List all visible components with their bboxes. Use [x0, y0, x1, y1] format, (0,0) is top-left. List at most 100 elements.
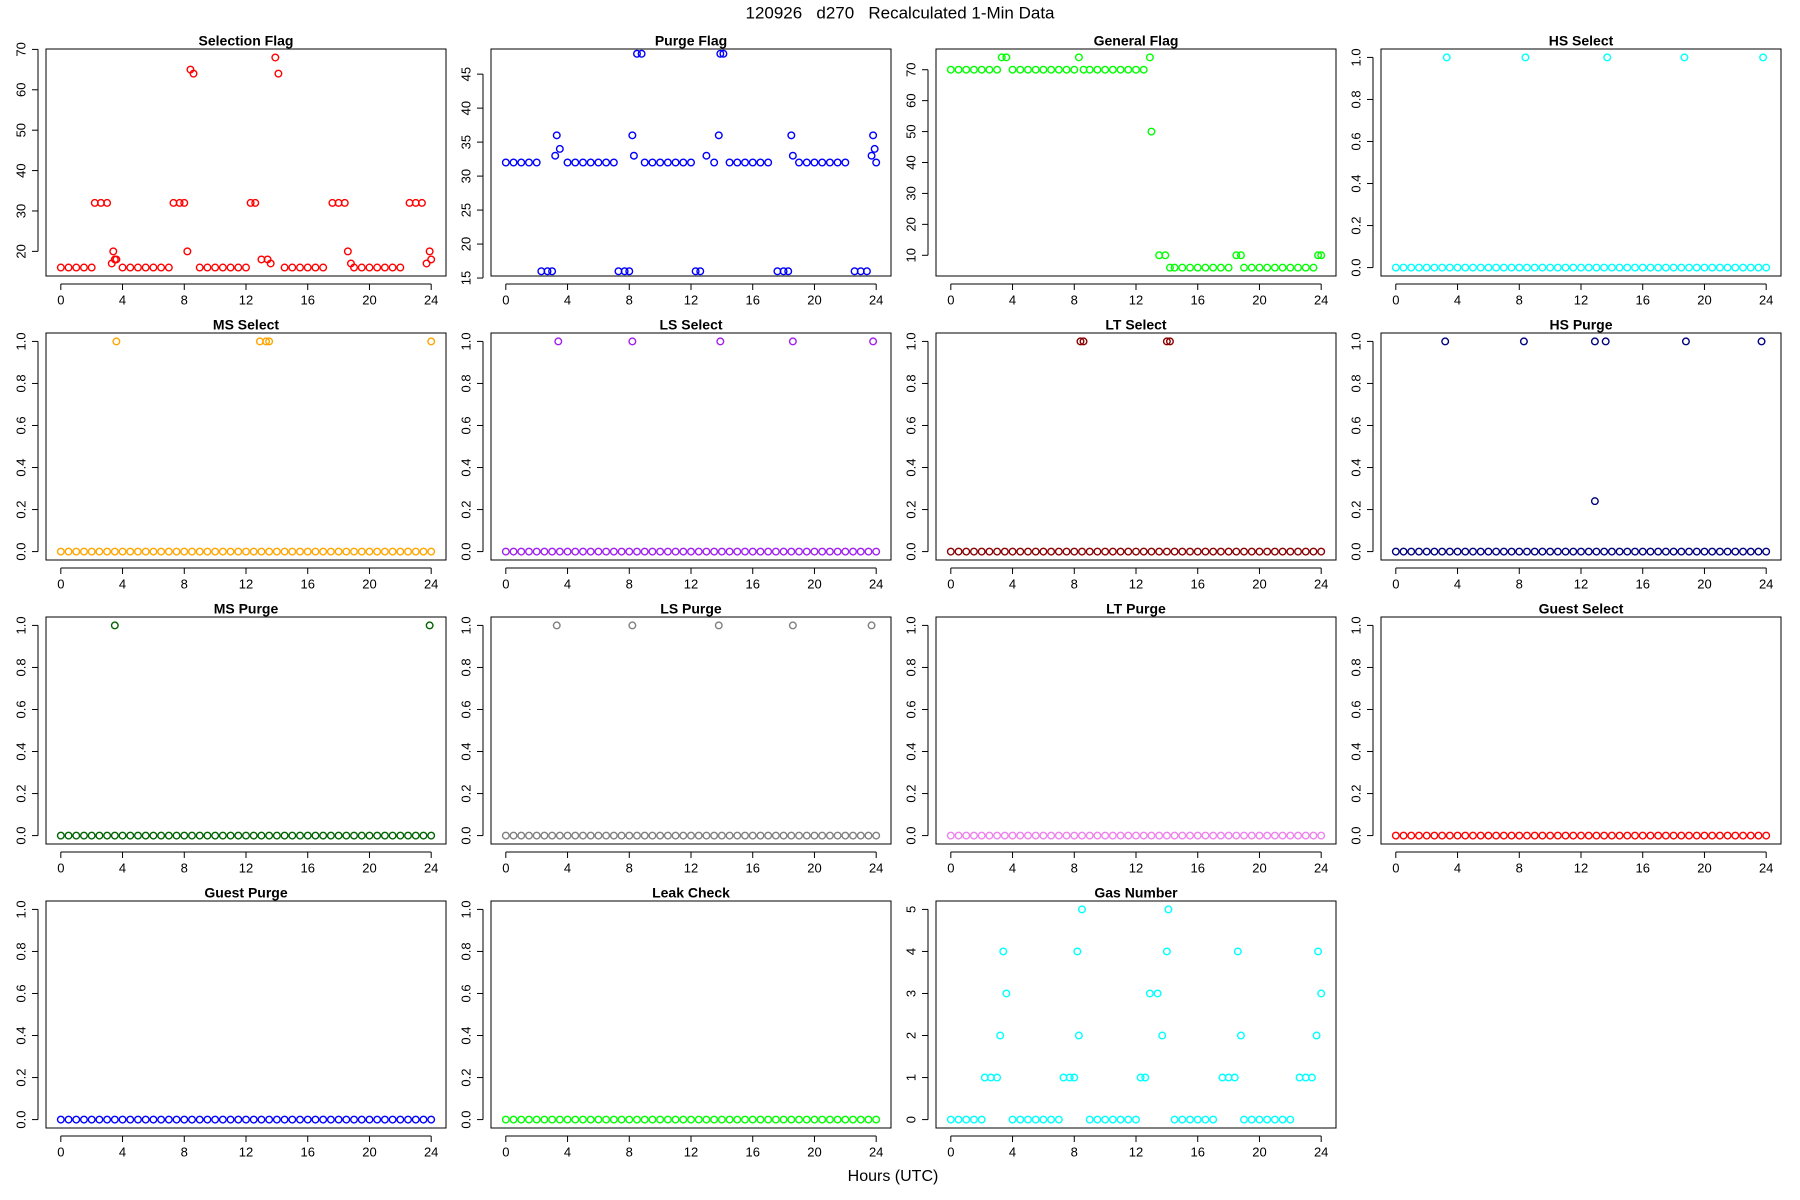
x-tick-label: 4 [564, 576, 571, 591]
point [578, 831, 587, 840]
point [1255, 831, 1264, 840]
y-tick-label: 0.8 [1348, 374, 1363, 392]
point [1170, 263, 1179, 272]
point [1116, 65, 1125, 74]
point [1615, 547, 1624, 556]
point [1170, 1115, 1179, 1124]
point [1468, 547, 1477, 556]
point [694, 831, 703, 840]
point [1445, 547, 1454, 556]
point [1731, 263, 1740, 272]
point [1070, 547, 1079, 556]
point [234, 831, 243, 840]
x-tick-label: 20 [362, 292, 376, 307]
point [1309, 547, 1318, 556]
point [962, 1115, 971, 1124]
y-tick-label: 0.6 [1348, 416, 1363, 434]
point [629, 151, 638, 160]
point [1499, 831, 1508, 840]
point [396, 1115, 405, 1124]
point [1669, 547, 1678, 556]
point [663, 831, 672, 840]
point [79, 831, 88, 840]
x-tick-label: 0 [947, 576, 954, 591]
point [628, 131, 637, 140]
point [373, 831, 382, 840]
x-tick-label: 20 [1252, 860, 1266, 875]
point [95, 1115, 104, 1124]
x-tick-label: 12 [684, 1144, 698, 1159]
x-tick-label: 20 [362, 576, 376, 591]
point [1255, 547, 1264, 556]
point [1414, 263, 1423, 272]
point [548, 267, 557, 276]
point [710, 1115, 719, 1124]
point [1131, 831, 1140, 840]
point [1209, 263, 1218, 272]
point [856, 547, 865, 556]
point [1317, 547, 1326, 556]
y-tick-label: 1 [903, 1074, 918, 1081]
point [1638, 263, 1647, 272]
point [1301, 831, 1310, 840]
point [1054, 65, 1063, 74]
point [1317, 989, 1326, 998]
point [1193, 547, 1202, 556]
point [725, 1115, 734, 1124]
point [810, 158, 819, 167]
point [311, 831, 320, 840]
point [1065, 1073, 1074, 1082]
point [126, 1115, 135, 1124]
y-tick-label: 70 [903, 62, 918, 76]
point [946, 547, 955, 556]
point [1461, 547, 1470, 556]
point [280, 263, 289, 272]
point [1715, 547, 1724, 556]
y-tick-label: 0.0 [1348, 259, 1363, 277]
point [810, 1115, 819, 1124]
point [342, 831, 351, 840]
point [771, 831, 780, 840]
point [1031, 831, 1040, 840]
point [962, 65, 971, 74]
point [993, 65, 1002, 74]
point [1201, 263, 1210, 272]
x-tick-label: 4 [1009, 292, 1016, 307]
point [296, 1115, 305, 1124]
point [719, 49, 728, 58]
point [687, 547, 696, 556]
point [864, 831, 873, 840]
plot-frame [490, 332, 892, 561]
point [234, 1115, 243, 1124]
point [1002, 53, 1011, 62]
point [555, 547, 564, 556]
x-tick-label: 8 [1071, 1144, 1078, 1159]
point [1073, 947, 1082, 956]
point [1008, 831, 1017, 840]
panel: Selection Flag 0 4 8 12 16 20 24 20 30 40 50 60 70 [13, 33, 447, 307]
point [764, 831, 773, 840]
point [1553, 831, 1562, 840]
point [1139, 831, 1148, 840]
page-title: 120926 d270 Recalculated 1-Min Data [745, 3, 1055, 22]
point [756, 547, 765, 556]
x-tick-label: 8 [181, 292, 188, 307]
point [787, 131, 796, 140]
point [671, 831, 680, 840]
plot-frame [935, 900, 1337, 1129]
point [1762, 831, 1771, 840]
point [380, 831, 389, 840]
point [509, 547, 518, 556]
point [1438, 547, 1447, 556]
point [195, 1115, 204, 1124]
point [1399, 263, 1408, 272]
x-tick-label: 0 [1392, 292, 1399, 307]
point [586, 1115, 595, 1124]
point [632, 1115, 641, 1124]
point [1263, 547, 1272, 556]
point [218, 831, 227, 840]
point [509, 831, 518, 840]
point [725, 831, 734, 840]
point [1754, 263, 1763, 272]
point [1538, 263, 1547, 272]
